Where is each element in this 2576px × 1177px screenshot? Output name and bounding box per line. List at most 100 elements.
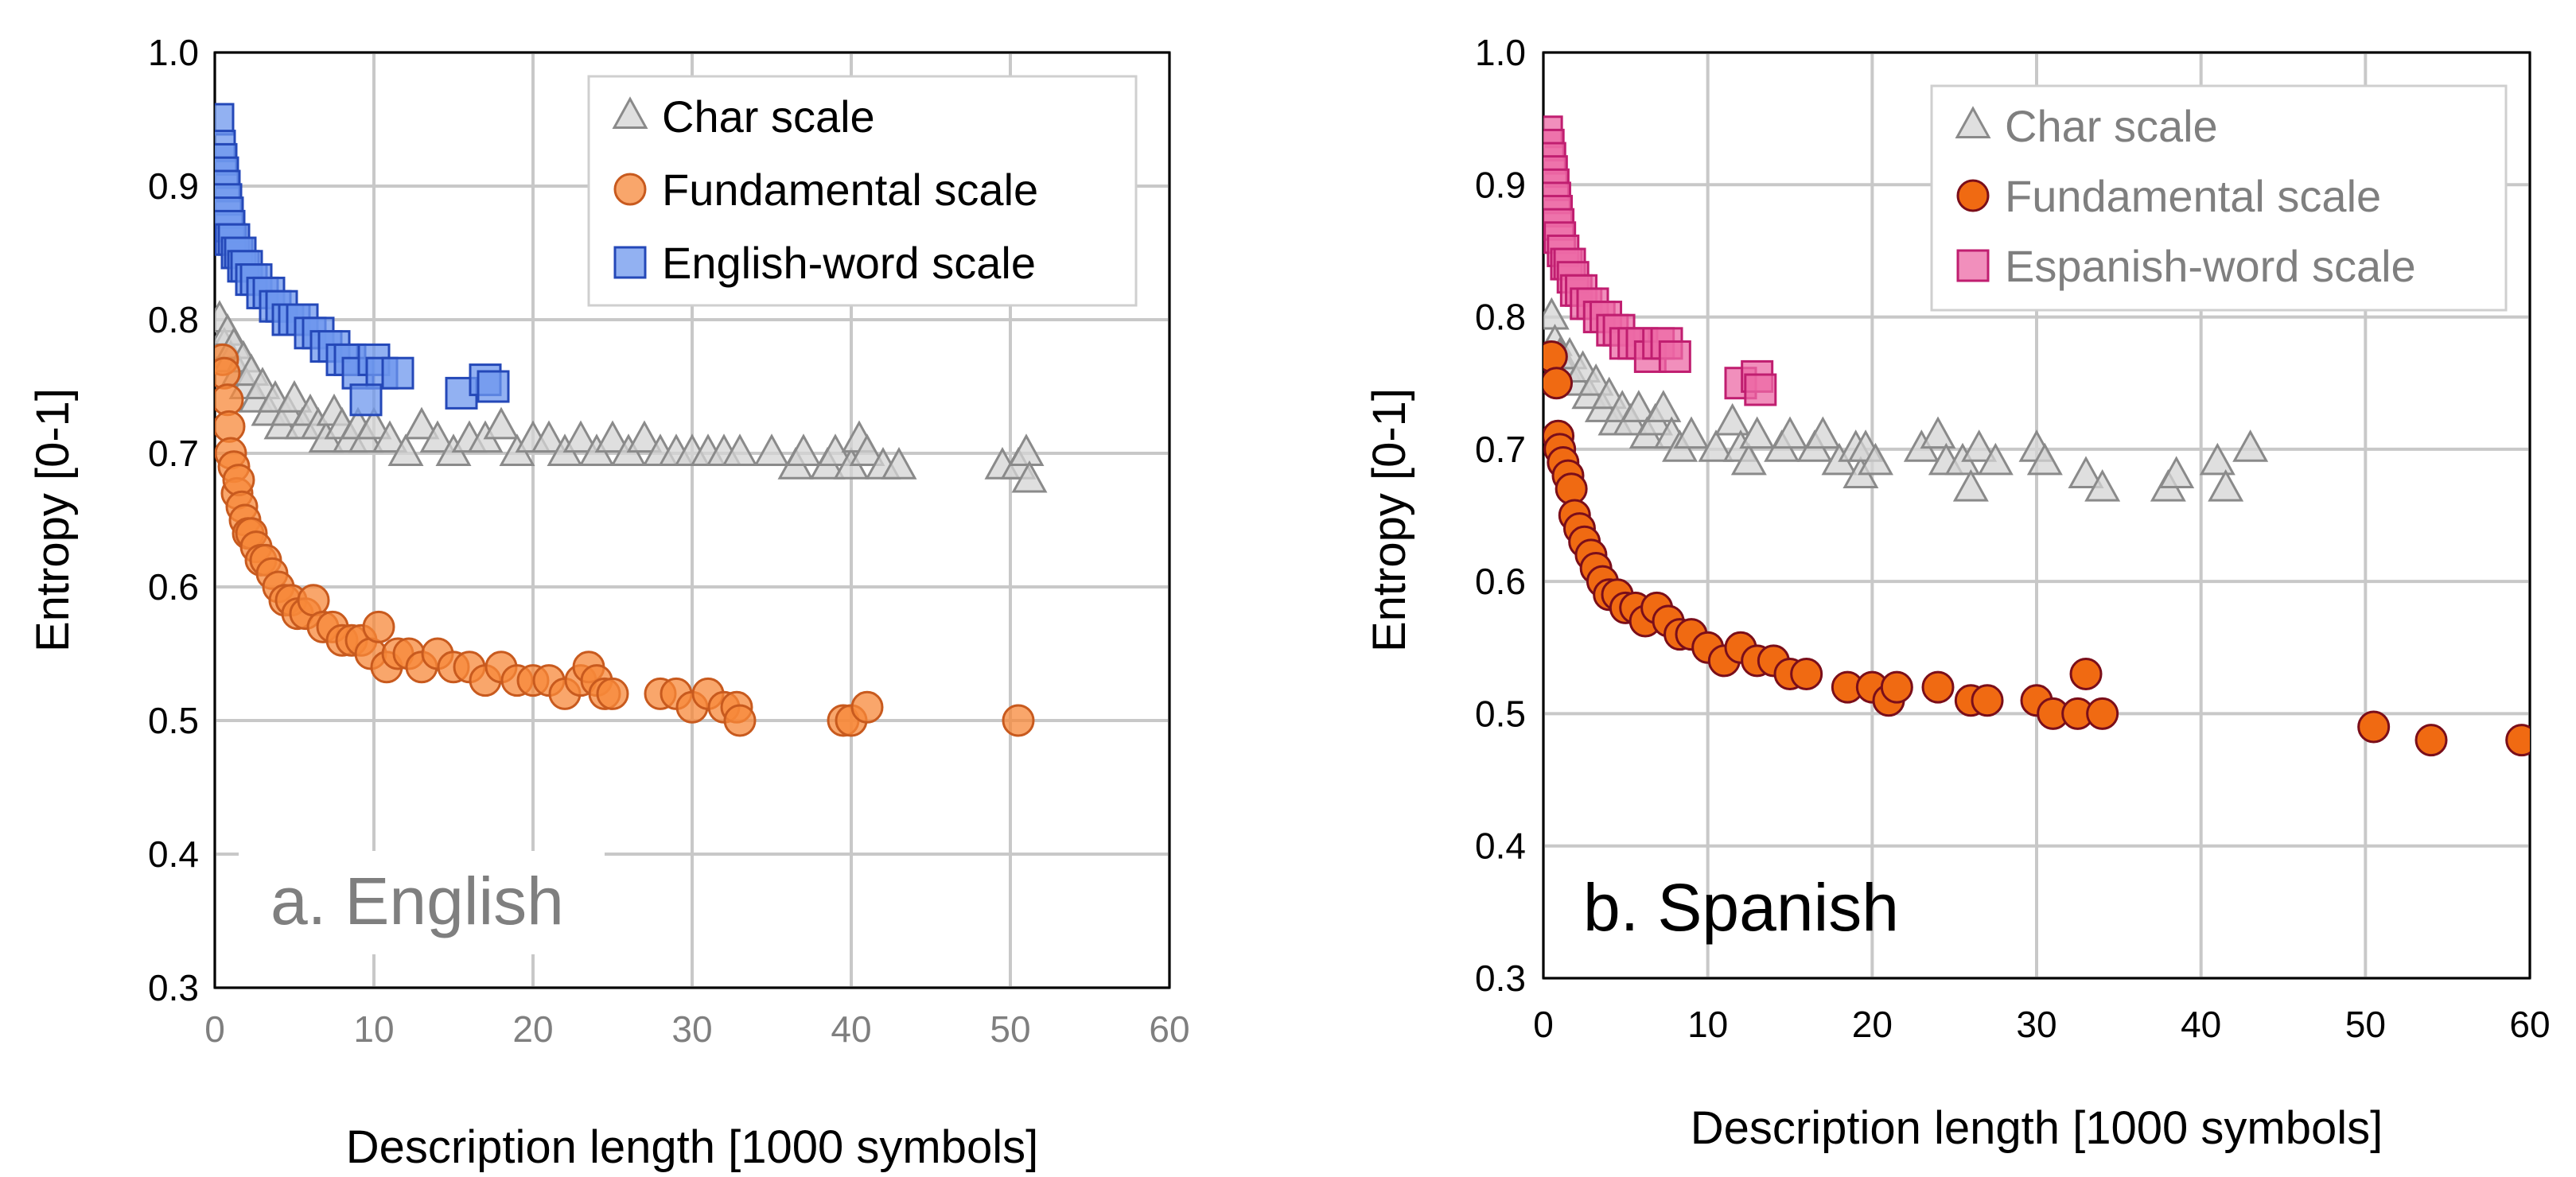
x-tick-label: 50 xyxy=(990,1008,1030,1050)
x-tick-labels-english: 0 10 20 30 40 50 60 xyxy=(204,1008,1189,1050)
y-tick-label: 0.4 xyxy=(148,833,199,875)
legend-label: Espanish-word scale xyxy=(2005,241,2416,291)
data-point xyxy=(1920,416,1956,449)
legend-marker xyxy=(1956,179,1990,212)
data-point xyxy=(881,447,917,480)
data-point xyxy=(1543,367,1574,400)
data-point xyxy=(1002,704,1035,737)
y-tick-label: 0.3 xyxy=(148,967,199,1008)
data-point xyxy=(1880,670,1913,704)
y-tick-label: 0.9 xyxy=(148,165,199,207)
data-point xyxy=(1952,468,1989,502)
x-tick-label: 40 xyxy=(2181,1004,2221,1045)
data-point xyxy=(1744,373,1777,406)
data-point xyxy=(1621,390,1657,422)
plot-frame-spanish xyxy=(1542,51,2531,980)
x-tick-label: 10 xyxy=(1687,1004,1728,1045)
legend-marker xyxy=(1956,249,1990,282)
data-point xyxy=(1698,429,1734,462)
data-point xyxy=(1008,433,1045,466)
y-tick-label: 0.7 xyxy=(148,433,199,474)
data-point xyxy=(723,704,757,737)
data-point xyxy=(1790,658,1823,691)
data-point xyxy=(403,406,440,440)
y-tick-label: 1.0 xyxy=(148,32,199,73)
y-axis-label-spanish: Entropy [0-1] xyxy=(1364,388,1415,652)
data-point xyxy=(477,370,510,403)
data-point xyxy=(2084,468,2121,502)
series-espanish-word-scale xyxy=(1543,115,1777,406)
data-point xyxy=(356,406,392,440)
data-point xyxy=(785,433,822,466)
data-point xyxy=(1714,402,1751,436)
legend-box-spanish xyxy=(1930,84,2508,312)
x-tick-label: 0 xyxy=(1533,1004,1554,1045)
x-tick-label: 50 xyxy=(2345,1004,2386,1045)
data-point xyxy=(596,677,629,710)
x-tick-label: 30 xyxy=(671,1008,712,1050)
x-tick-label: 10 xyxy=(353,1008,394,1050)
panel-label-english: a. English xyxy=(270,864,564,938)
y-tick-label: 0.7 xyxy=(1475,429,1526,470)
data-point xyxy=(753,433,790,466)
data-point xyxy=(2232,429,2269,462)
panel-label-spanish: b. Spanish xyxy=(1583,870,1899,945)
data-point xyxy=(2208,468,2244,502)
y-tick-label: 0.5 xyxy=(148,700,199,741)
legend-label: English-word scale xyxy=(662,238,1036,288)
data-point xyxy=(1804,416,1841,449)
data-point xyxy=(2357,710,2391,744)
data-point xyxy=(483,406,519,440)
data-point xyxy=(1673,416,1710,449)
data-point xyxy=(2505,724,2530,757)
data-point xyxy=(531,420,567,453)
data-marks-spanish xyxy=(1543,115,2530,757)
x-axis-label-english: Description length [1000 symbols] xyxy=(346,1121,1038,1173)
y-tick-label: 0.8 xyxy=(148,299,199,340)
data-point xyxy=(2415,724,2448,757)
data-point xyxy=(387,433,424,466)
y-tick-label: 0.5 xyxy=(1475,693,1526,734)
data-point xyxy=(1961,429,1998,462)
panel-label-bg-english xyxy=(239,851,605,954)
legend-spanish: Char scale Fundamental scale Espanish-word… xyxy=(1930,84,2508,312)
y-tick-label: 0.9 xyxy=(1475,164,1526,205)
data-point xyxy=(2086,697,2119,730)
x-tick-labels-spanish: 0 10 20 30 40 50 60 xyxy=(1533,1004,2550,1045)
x-axis-label-spanish: Description length [1000 symbols] xyxy=(1691,1102,2383,1154)
legend-label: Char scale xyxy=(2005,101,2218,151)
legend-box-english xyxy=(587,75,1138,307)
y-tick-label: 0.6 xyxy=(1475,561,1526,602)
data-point xyxy=(626,420,663,453)
data-point xyxy=(381,356,414,390)
data-point xyxy=(419,420,456,453)
data-point xyxy=(1658,340,1691,373)
y-tick-label: 0.8 xyxy=(1475,297,1526,338)
data-point xyxy=(1971,684,2004,717)
data-point xyxy=(349,383,383,417)
legend-marker xyxy=(612,96,648,129)
x-tick-label: 0 xyxy=(204,1008,225,1050)
y-tick-label: 0.4 xyxy=(1475,825,1526,867)
data-point xyxy=(276,380,313,413)
data-point xyxy=(722,433,758,466)
x-tick-label: 60 xyxy=(2509,1004,2550,1045)
data-point xyxy=(1730,442,1767,476)
legend-marker xyxy=(1955,106,1991,138)
data-point xyxy=(1772,416,1808,449)
legend-label: Fundamental scale xyxy=(662,165,1038,215)
data-point xyxy=(849,433,885,466)
data-point xyxy=(2068,456,2104,489)
data-point xyxy=(2069,658,2103,691)
y-tick-label: 0.6 xyxy=(148,566,199,608)
data-point xyxy=(2199,442,2236,476)
data-point xyxy=(1011,460,1048,493)
y-tick-labels-spanish: 0.3 0.4 0.5 0.6 0.7 0.8 0.9 1.0 xyxy=(1475,32,1526,999)
legend-marker xyxy=(613,246,647,279)
data-point xyxy=(1857,442,1893,476)
legend-marker xyxy=(613,173,647,206)
data-point xyxy=(372,420,408,453)
y-tick-label: 1.0 xyxy=(1475,32,1526,73)
legend-label: Char scale xyxy=(662,91,875,142)
data-point xyxy=(2158,456,2195,489)
